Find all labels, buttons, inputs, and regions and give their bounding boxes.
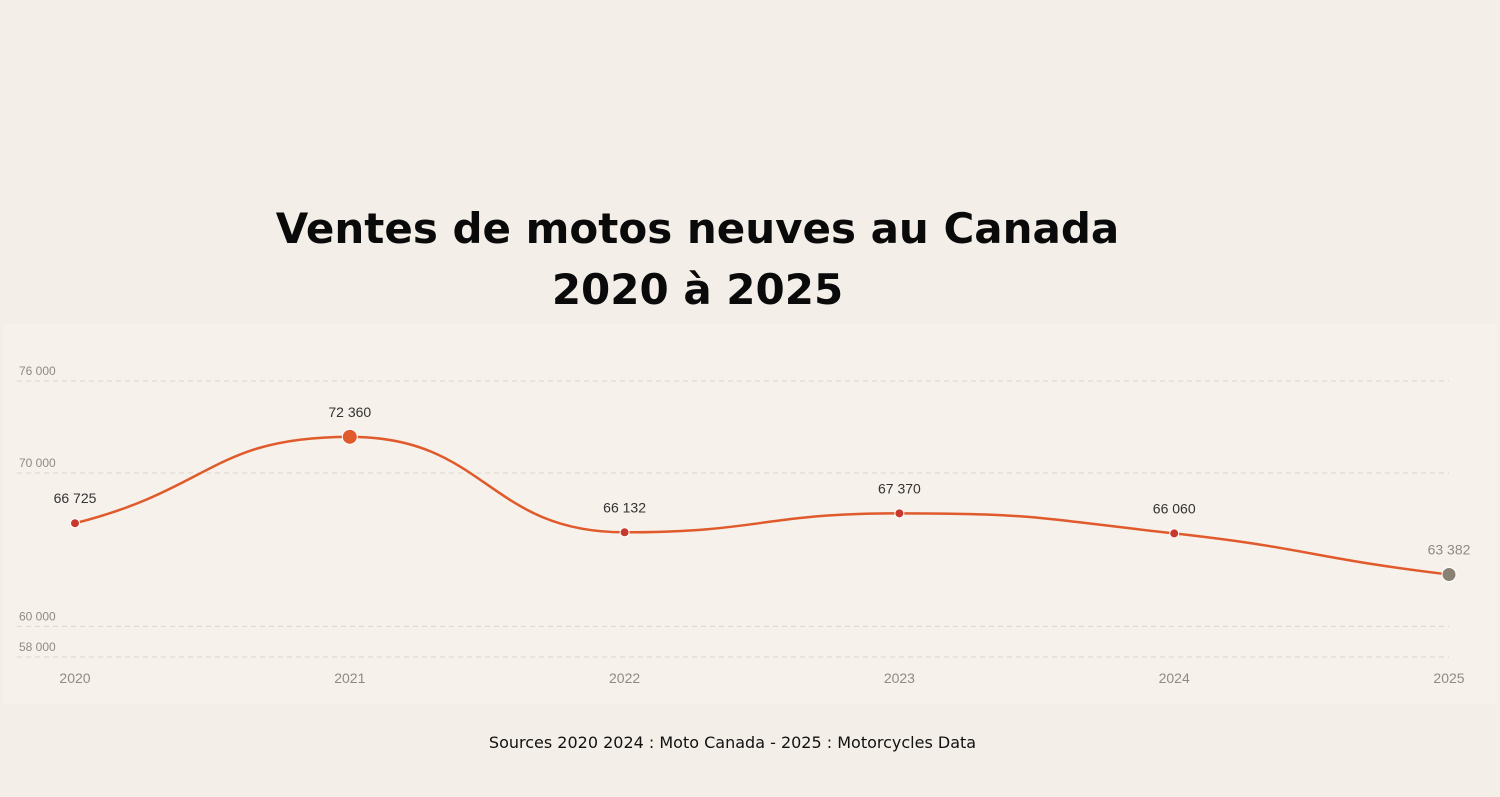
data-point[interactable] — [894, 508, 905, 519]
chart-title-line-1: Ventes de motos neuves au Canada — [275, 204, 1120, 253]
data-point[interactable] — [70, 518, 80, 529]
data-point[interactable] — [619, 527, 630, 538]
data-label: 67 370 — [878, 480, 921, 496]
chart-title-line-2: 2020 à 2025 — [551, 265, 844, 314]
x-tick-label: 2023 — [884, 670, 915, 686]
y-tick-labels: 58 000 60 000 70 000 76 000 — [19, 364, 56, 654]
data-points — [70, 428, 1457, 582]
y-tick-label: 76 000 — [19, 364, 56, 378]
data-label: 66 060 — [1153, 500, 1196, 516]
grid-lines — [17, 380, 1449, 658]
series-line — [74, 435, 1450, 576]
x-tick-labels: 2020 2021 2022 2023 2024 2025 — [59, 670, 1464, 686]
chart-title: Ventes de motos neuves au Canada 2020 à … — [0, 198, 1395, 320]
y-tick-label: 70 000 — [19, 456, 56, 470]
chart-panel: 58 000 60 000 70 000 76 000 2020 2021 2022 202… — [3, 324, 1497, 704]
data-point[interactable] — [1441, 566, 1457, 582]
x-tick-label: 2021 — [334, 670, 365, 686]
x-tick-label: 2020 — [59, 670, 90, 686]
data-point[interactable] — [1169, 528, 1180, 539]
data-label: 66 132 — [603, 499, 646, 515]
source-note: Sources 2020 2024 : Moto Canada - 2025 :… — [488, 733, 977, 752]
data-label: 72 360 — [328, 404, 371, 420]
x-tick-label: 2024 — [1159, 670, 1190, 686]
data-label: 66 725 — [54, 490, 97, 506]
data-label: 63 382 — [1428, 541, 1471, 557]
x-tick-label: 2022 — [609, 670, 640, 686]
y-tick-label: 58 000 — [19, 640, 56, 654]
y-tick-label: 60 000 — [19, 609, 56, 623]
data-point[interactable] — [341, 428, 358, 445]
data-labels: 66 725 72 360 66 132 67 370 66 060 63 382 — [54, 404, 1471, 558]
x-tick-label: 2025 — [1433, 670, 1464, 686]
